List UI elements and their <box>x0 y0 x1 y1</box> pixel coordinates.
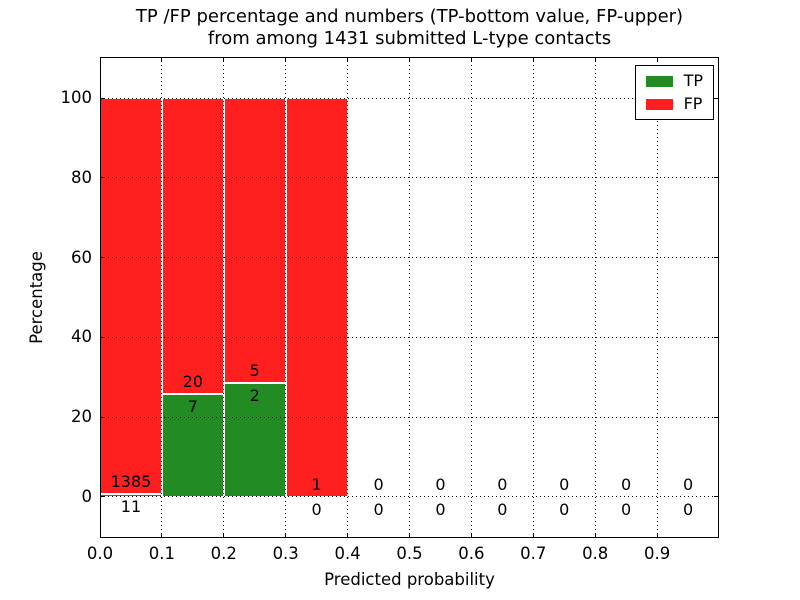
grid-line-vertical <box>347 57 349 538</box>
grid-line-vertical <box>223 57 225 538</box>
x-tick-mark <box>285 57 287 62</box>
legend-item: TP <box>645 71 703 90</box>
x-tick-mark <box>161 533 163 538</box>
grid-line-vertical <box>409 57 410 538</box>
x-tick-label: 0.4 <box>334 544 361 563</box>
x-tick-label: 0.8 <box>582 544 609 563</box>
x-tick-mark <box>532 57 534 62</box>
bar-segment-fp <box>100 98 162 494</box>
grid-line-vertical <box>470 57 472 538</box>
bar-count-label-fp: 0 <box>435 474 446 494</box>
x-tick-mark <box>594 57 596 62</box>
bar-count-label-tp: 0 <box>621 499 632 519</box>
bar-count-label-fp: 0 <box>373 474 384 494</box>
y-tick-mark <box>714 257 719 259</box>
plot-area: TP FP 1385 11 20 7 5 2 1 0 0 0 0 0 0 0 0 0 0 0 0 0 <box>99 57 719 538</box>
y-tick-label: 40 <box>71 327 92 347</box>
y-tick-mark <box>714 336 719 338</box>
bar-segment-fp <box>223 98 286 383</box>
x-tick-mark <box>347 57 349 62</box>
legend-label: FP <box>683 94 703 113</box>
y-tick-mark <box>100 97 105 99</box>
y-tick-mark <box>100 177 105 179</box>
x-tick-mark <box>223 533 225 538</box>
bar-count-label-fp: 0 <box>559 474 570 494</box>
x-tick-label: 0.0 <box>86 544 114 563</box>
x-tick-mark <box>285 533 287 538</box>
x-tick-mark <box>409 57 410 62</box>
x-tick-label: 0.3 <box>272 544 299 563</box>
y-tick-mark <box>714 496 719 498</box>
y-tick-mark <box>100 496 105 498</box>
bar-count-label-tp: 11 <box>120 496 142 516</box>
bar-segment-fp <box>161 98 224 394</box>
x-tick-mark <box>99 57 101 62</box>
x-tick-mark <box>161 57 163 62</box>
bar-count-label-tp: 7 <box>187 396 198 416</box>
bar-count-label-fp: 1385 <box>110 471 152 491</box>
y-tick-label: 80 <box>71 167 92 187</box>
bar-segment-tp <box>223 382 286 497</box>
x-tick-label: 0.7 <box>520 544 547 563</box>
legend-swatch-fp <box>645 98 673 110</box>
bar-count-label-tp: 0 <box>373 499 384 519</box>
legend: TP FP <box>634 65 714 120</box>
x-tick-mark <box>656 57 658 62</box>
bar-count-label-tp: 0 <box>497 499 508 519</box>
bar-count-label-fp: 5 <box>249 360 260 380</box>
bar-count-label-fp: 0 <box>497 474 508 494</box>
grid-line-vertical <box>532 57 534 538</box>
x-tick-mark <box>409 533 410 538</box>
chart-title-line1: TP /FP percentage and numbers (TP-bottom… <box>135 6 684 27</box>
y-axis-label: Percentage <box>16 57 56 538</box>
x-tick-label: 0.2 <box>210 544 237 563</box>
x-tick-mark <box>347 533 349 538</box>
y-tick-mark <box>100 336 105 338</box>
x-tick-label: 0.1 <box>148 544 176 563</box>
bar-count-label-tp: 0 <box>682 499 694 519</box>
x-tick-mark <box>656 533 658 538</box>
grid-line-vertical <box>594 57 596 538</box>
x-tick-mark <box>594 533 596 538</box>
legend-item: FP <box>645 94 703 113</box>
y-tick-label: 20 <box>71 407 92 427</box>
y-tick-mark <box>100 257 105 259</box>
y-tick-mark <box>714 177 719 179</box>
x-tick-mark <box>470 57 472 62</box>
bar-count-label-tp: 0 <box>435 499 446 519</box>
bar-count-label-tp: 2 <box>249 385 260 405</box>
bar-count-label-fp: 1 <box>311 474 322 494</box>
legend-label: TP <box>683 71 703 90</box>
y-tick-label: 100 <box>60 88 93 108</box>
bar-count-label-fp: 0 <box>682 474 694 494</box>
grid-line-vertical <box>656 57 658 538</box>
bar-count-label-tp: 0 <box>559 499 570 519</box>
bar-segment-fp <box>285 98 348 497</box>
legend-swatch-tp <box>645 75 673 87</box>
x-tick-label: 0.9 <box>643 544 671 563</box>
bar-segment-tp <box>161 393 224 497</box>
y-tick-mark <box>100 416 105 418</box>
grid-line-vertical <box>285 57 287 538</box>
y-tick-label: 0 <box>81 486 93 506</box>
x-tick-mark <box>532 533 534 538</box>
x-tick-mark <box>99 533 101 538</box>
bar-count-label-fp: 20 <box>182 371 204 391</box>
y-tick-mark <box>714 97 719 99</box>
grid-line-vertical <box>161 57 163 538</box>
chart-title: TP /FP percentage and numbers (TP-bottom… <box>100 6 719 50</box>
bar-count-label-fp: 0 <box>621 474 632 494</box>
x-axis-label: Predicted probability <box>324 570 495 589</box>
x-tick-label: 0.6 <box>458 544 485 563</box>
y-tick-label: 60 <box>71 247 92 267</box>
x-tick-mark <box>470 533 472 538</box>
bar-count-label-tp: 0 <box>311 499 322 519</box>
x-tick-label: 0.5 <box>396 544 423 563</box>
chart-title-line2: from among 1431 submitted L-type contact… <box>207 28 612 49</box>
y-tick-mark <box>714 416 719 418</box>
x-tick-mark <box>223 57 225 62</box>
